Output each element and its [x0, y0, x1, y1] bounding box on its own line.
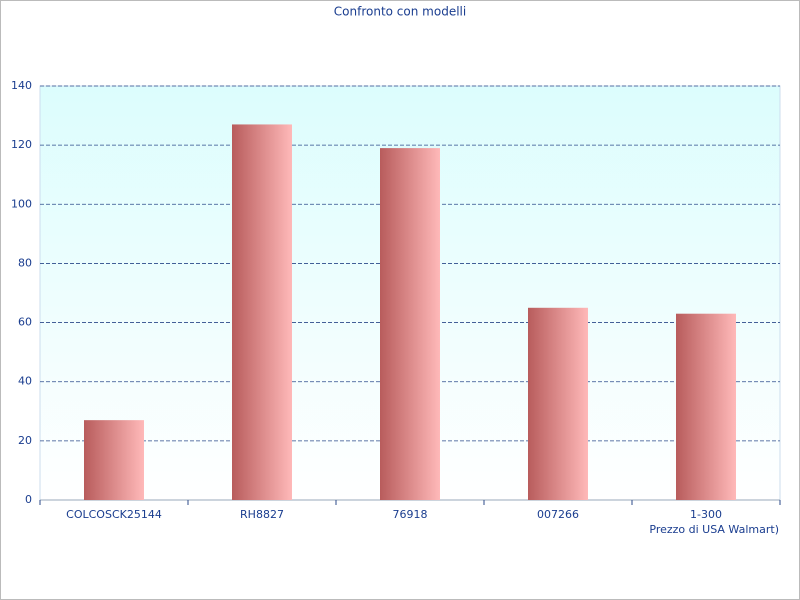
chart-title: Confronto con modelli — [334, 5, 466, 19]
x-tick-label: 76918 — [393, 508, 428, 521]
x-tick-label: COLCOSCK25144 — [66, 508, 162, 521]
bar — [84, 420, 144, 500]
y-tick-label: 40 — [18, 375, 32, 388]
x-tick-label: 007266 — [537, 508, 579, 521]
bar — [528, 307, 588, 500]
y-tick-label: 100 — [11, 197, 32, 210]
x-axis-label: Prezzo di USA Walmart) — [649, 523, 779, 536]
y-tick-label: 0 — [25, 493, 32, 506]
y-tick-label: 140 — [11, 79, 32, 92]
bar — [380, 148, 440, 500]
y-tick-label: 80 — [18, 256, 32, 269]
x-tick-label: RH8827 — [240, 508, 284, 521]
y-tick-label: 20 — [18, 434, 32, 447]
y-tick-label: 120 — [11, 138, 32, 151]
y-tick-label: 60 — [18, 316, 32, 329]
x-tick-label: 1-300 — [690, 508, 722, 521]
bar — [676, 313, 736, 500]
bar — [232, 124, 292, 500]
